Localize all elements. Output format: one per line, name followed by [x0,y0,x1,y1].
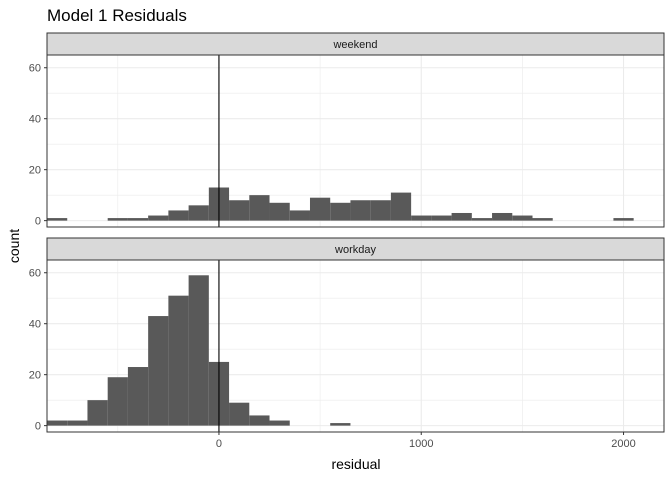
histogram-bar [229,200,250,221]
histogram-bar [107,218,128,221]
facet-weekend: weekend 0 20 40 60 [29,32,665,228]
histogram-bar [188,275,209,426]
histogram-bar [188,205,209,221]
y-tick-label: 60 [29,63,41,75]
facet-panels: weekend 0 20 40 60 workday 0 20 40 60 0 1000 2000 [29,32,665,450]
x-tick-label: 2000 [611,438,635,450]
histogram-bar [411,215,432,221]
histogram-bar [47,420,68,426]
histogram-bar [330,423,351,426]
y-axis-title: count [6,229,22,263]
y-tick-label: 20 [29,165,41,177]
histogram-bar [67,420,88,426]
x-tick-label: 0 [216,438,222,450]
histogram-bar [127,367,149,426]
histogram-bar [390,192,412,221]
histogram-bar [350,200,371,221]
histogram-bar [613,218,634,221]
panel-border [46,54,665,228]
y-tick-label: 40 [29,114,41,126]
y-tick-label: 40 [29,319,41,331]
facet-strip-label: workday [334,244,376,256]
facet-workday: workday 0 20 40 60 0 1000 2000 [29,237,665,450]
histogram-bar [229,402,250,426]
histogram-bar [431,215,452,221]
y-tick-label: 0 [35,421,41,433]
histogram-bar [249,195,270,221]
histogram-bar [370,200,391,221]
panel-background [47,55,664,227]
histogram-bar [47,218,68,221]
histogram-bar [309,197,331,221]
y-tick-label: 0 [35,216,41,228]
histogram-bar [471,218,493,221]
histogram-bar [87,400,108,426]
histogram-bar [107,377,128,426]
histogram-bar [148,215,169,221]
histogram-bar [532,218,553,221]
histogram-bar [330,202,351,221]
y-tick-label: 20 [29,370,41,382]
chart-title: Model 1 Residuals [47,6,187,25]
histogram-bar [168,210,189,221]
histogram-bar [249,415,270,426]
histogram-bar [289,210,310,221]
histogram-bar [148,316,169,426]
histogram-bar [451,212,472,221]
y-tick-label: 60 [29,268,41,280]
histogram-bar [168,295,189,426]
x-tick-label: 1000 [409,438,433,450]
facet-strip-label: weekend [332,39,377,51]
histogram-bar [127,218,149,221]
panel-border [46,259,665,433]
histogram-bar [492,212,513,221]
histogram-bar [269,202,290,221]
x-axis-title: residual [331,456,380,472]
histogram-bar [269,420,290,426]
histogram-bar [512,215,533,221]
